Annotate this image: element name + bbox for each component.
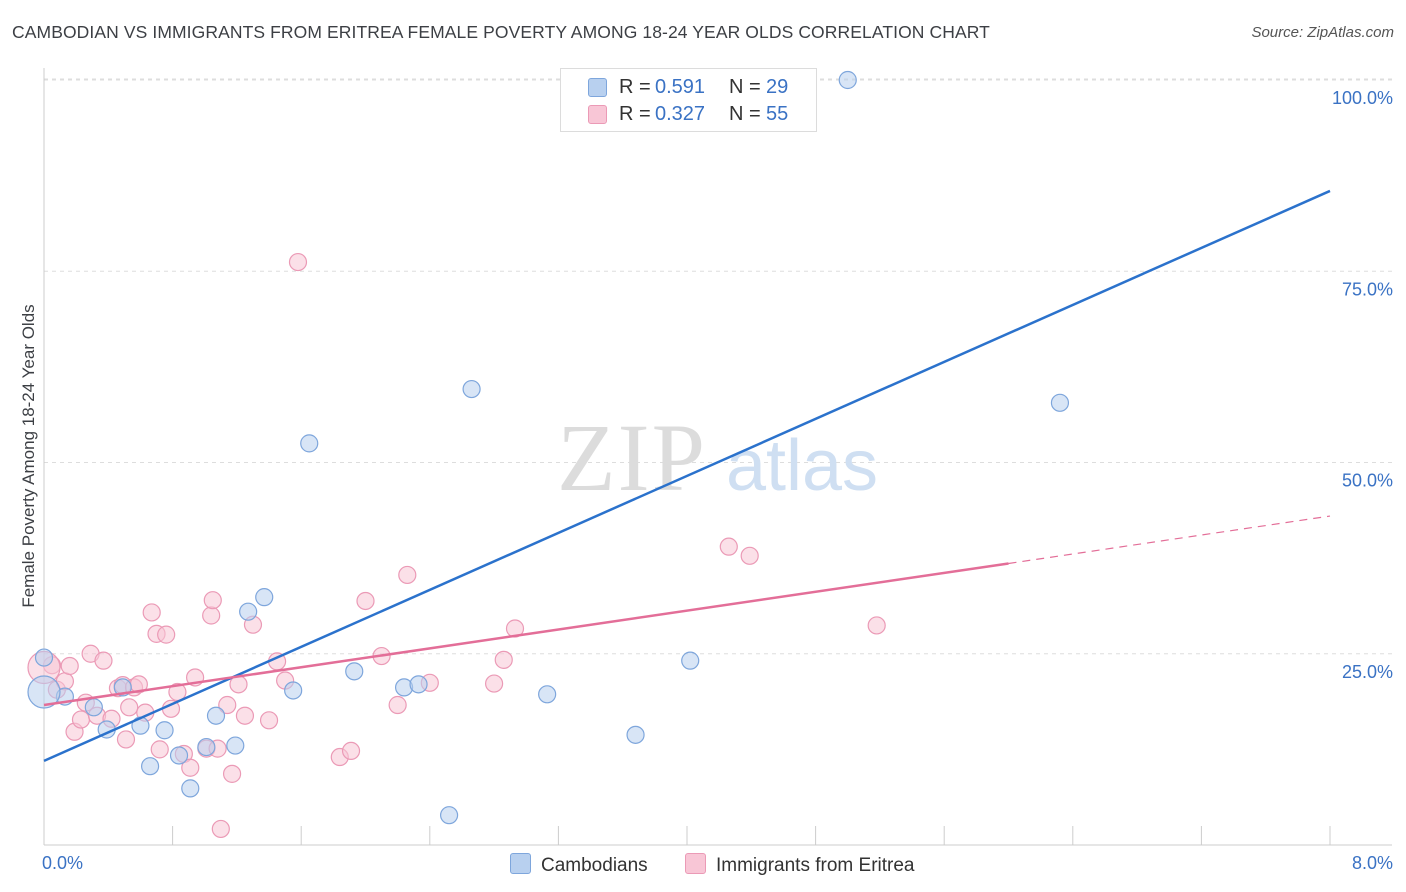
eritrea-point xyxy=(398,565,417,585)
cambodian-point xyxy=(345,662,364,681)
eritrea-point xyxy=(259,711,279,730)
eritrea-point xyxy=(341,741,361,761)
cambodian-point xyxy=(439,806,459,825)
series-legend-eritrea: Immigrants from Eritrea xyxy=(685,853,914,877)
eritrea-point xyxy=(485,674,504,693)
x-tick-label: 0.0% xyxy=(42,853,83,873)
source-label: Source: ZipAtlas.com xyxy=(1251,24,1394,41)
cambodian-point xyxy=(84,698,103,717)
watermark: ZIP atlas xyxy=(557,404,878,511)
legend-r-value: 0.591 xyxy=(655,76,706,98)
correlation-legend: R = 0.591 N = 29 R = 0.327 N = 55 xyxy=(560,68,817,132)
eritrea-point xyxy=(203,591,222,610)
y-tick-labels: 25.0% 50.0% 75.0% 100.0% xyxy=(1332,88,1393,682)
cambodian-point xyxy=(409,675,428,694)
y-tick-label: 25.0% xyxy=(1342,662,1393,682)
y-tick-label: 75.0% xyxy=(1342,279,1393,299)
cambodian-point xyxy=(34,648,54,667)
eritrea-point xyxy=(150,740,169,759)
cambodian-point xyxy=(538,685,557,704)
cambodian-point xyxy=(838,70,857,90)
cambodian-point xyxy=(226,736,245,755)
eritrea-trend-extension xyxy=(1008,515,1331,565)
series-legend-swatch-pink xyxy=(685,853,706,874)
legend-n-value: 55 xyxy=(766,103,789,125)
legend-row-eritrea: R = 0.327 N = 55 xyxy=(561,101,816,127)
legend-r-label: R = xyxy=(619,76,651,98)
cambodian-point xyxy=(169,746,189,765)
axes xyxy=(43,68,1392,846)
eritrea-point xyxy=(356,591,375,611)
cambodian-point xyxy=(155,721,174,740)
cambodian-point xyxy=(27,675,61,709)
cambodian-point xyxy=(239,602,258,621)
cambodian-point xyxy=(1050,393,1070,412)
eritrea-point xyxy=(211,819,230,839)
y-tick-label: 50.0% xyxy=(1342,471,1393,491)
legend-swatch-pink xyxy=(588,105,607,124)
eritrea-point xyxy=(120,698,139,717)
legend-n-value: 29 xyxy=(766,76,789,98)
cambodian-point xyxy=(181,779,200,798)
eritrea-point xyxy=(60,656,79,676)
watermark-zip: ZIP xyxy=(557,404,707,511)
cambodian-point xyxy=(284,681,303,700)
legend-swatch-blue xyxy=(588,78,607,97)
legend-r-label: R = xyxy=(619,103,651,125)
chart-title: CAMBODIAN VS IMMIGRANTS FROM ERITREA FEM… xyxy=(12,22,990,42)
eritrea-point xyxy=(719,537,738,556)
cambodian-point xyxy=(462,379,481,399)
eritrea-point xyxy=(388,695,407,715)
eritrea-point xyxy=(71,710,91,729)
grid-lines xyxy=(44,78,1392,655)
trend-lines xyxy=(43,189,1331,762)
cambodian-point xyxy=(255,588,274,607)
eritrea-point xyxy=(181,758,200,777)
legend-r-value: 0.327 xyxy=(655,103,706,125)
cambodian-point xyxy=(681,651,700,670)
eritrea-points xyxy=(27,252,886,839)
series-legend-label: Cambodians xyxy=(541,855,648,876)
eritrea-point xyxy=(740,546,759,565)
y-tick-label: 100.0% xyxy=(1332,88,1393,108)
cambodian-trend-line xyxy=(43,189,1331,762)
series-legend-swatch-blue xyxy=(510,853,531,874)
eritrea-point xyxy=(494,650,513,669)
cambodian-points xyxy=(27,70,1070,825)
eritrea-point xyxy=(94,651,113,670)
cambodian-point xyxy=(626,725,645,744)
eritrea-trend-line xyxy=(43,562,1009,707)
cambodian-point xyxy=(197,737,216,757)
x-tick-labels: 0.0% 8.0% xyxy=(42,853,1393,873)
cambodian-point xyxy=(300,434,319,453)
legend-n-label: N = xyxy=(729,76,761,98)
y-axis-label: Female Poverty Among 18-24 Year Olds xyxy=(19,304,38,607)
x-tick-label: 8.0% xyxy=(1352,853,1393,873)
series-legend-cambodians: Cambodians xyxy=(510,853,648,877)
eritrea-point xyxy=(202,606,221,625)
eritrea-point xyxy=(235,706,255,725)
watermark-atlas: atlas xyxy=(726,426,878,506)
eritrea-point xyxy=(218,695,237,715)
legend-row-cambodians: R = 0.591 N = 29 xyxy=(561,74,816,100)
cambodian-point xyxy=(140,757,160,776)
cambodian-point xyxy=(206,706,226,725)
eritrea-point xyxy=(288,252,308,272)
eritrea-point xyxy=(157,625,176,644)
eritrea-point xyxy=(867,616,886,635)
legend-n-label: N = xyxy=(729,103,761,125)
eritrea-point xyxy=(222,764,242,783)
eritrea-point xyxy=(116,730,136,749)
eritrea-point xyxy=(142,603,161,622)
series-legend-label: Immigrants from Eritrea xyxy=(716,855,915,876)
